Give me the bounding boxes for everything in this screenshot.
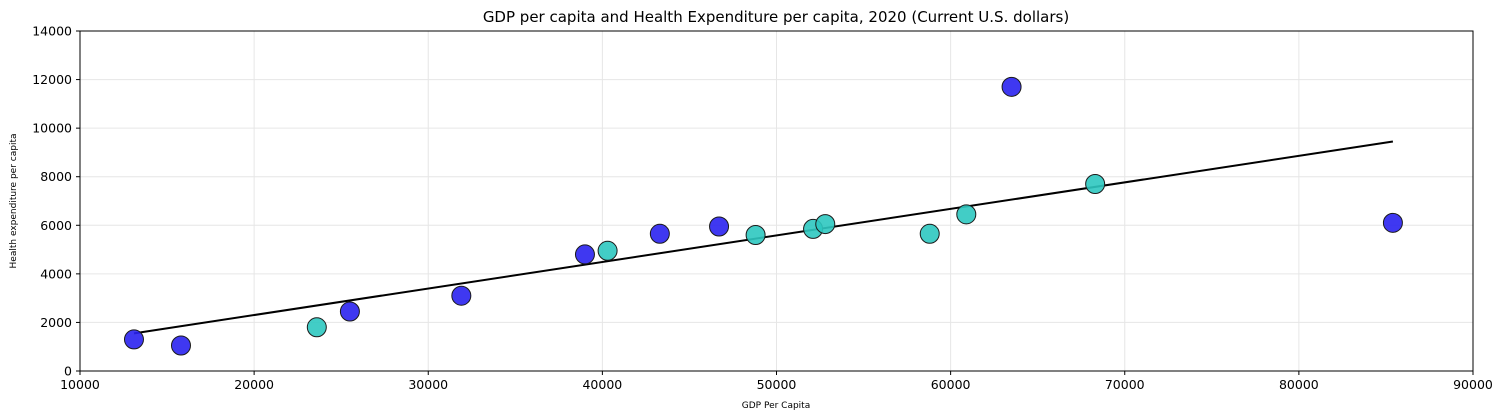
y-tick-label: 12000: [32, 72, 72, 87]
scatter-point: [451, 285, 472, 306]
x-tick-label: 70000: [1105, 377, 1145, 392]
y-tick-label: 0: [64, 364, 72, 379]
y-tick-label: 4000: [40, 266, 72, 281]
y-tick-label: 2000: [40, 315, 72, 330]
x-tick-label: 30000: [408, 377, 448, 392]
y-tick-label: 10000: [32, 121, 72, 136]
chart-title: GDP per capita and Health Expenditure pe…: [483, 8, 1069, 26]
y-tick-label: 6000: [40, 218, 72, 233]
points-layer: [123, 76, 1403, 356]
x-tick-label: 20000: [234, 377, 274, 392]
x-tick-label: 90000: [1453, 377, 1493, 392]
scatter-point: [170, 335, 191, 356]
scatter-point: [123, 329, 144, 350]
scatter-point: [919, 223, 940, 244]
y-tick-label: 8000: [40, 169, 72, 184]
grid: [79, 30, 1474, 372]
x-tick-label: 10000: [60, 377, 100, 392]
scatter-point: [597, 240, 618, 261]
scatter-point: [339, 301, 360, 322]
x-tick-label: 80000: [1279, 377, 1319, 392]
x-tick-label: 40000: [582, 377, 622, 392]
scatter-point: [956, 204, 977, 225]
scatter-point: [1001, 76, 1022, 97]
x-axis-label: GDP Per Capita: [742, 401, 810, 411]
scatter-point: [649, 223, 670, 244]
scatter-point: [306, 317, 327, 338]
y-tick-label: 14000: [32, 24, 72, 39]
scatter-point: [815, 214, 836, 235]
x-tick-label: 60000: [931, 377, 971, 392]
ticks-layer: 10000 20000 30000 40000 50000 60000 70000 80000…: [32, 24, 1493, 393]
scatter-point: [1085, 174, 1106, 194]
x-tick-label: 50000: [757, 377, 797, 392]
scatter-point: [709, 216, 730, 237]
scatter-point: [745, 225, 766, 245]
y-axis-label: Health expenditure per capita: [9, 134, 19, 269]
scatter-point: [1382, 212, 1403, 233]
scatter-point: [574, 244, 595, 265]
